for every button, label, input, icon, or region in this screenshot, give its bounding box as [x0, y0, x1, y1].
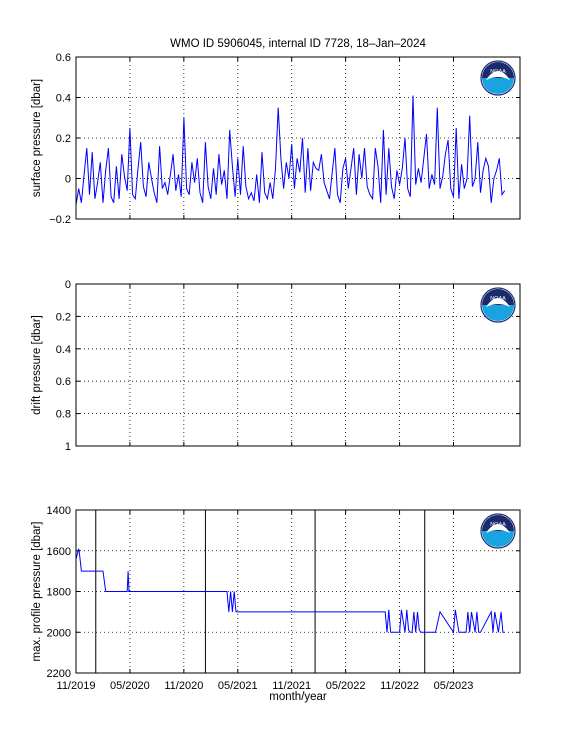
y-tick-label: 2200	[47, 668, 71, 680]
logo-text: NOAA	[490, 69, 506, 75]
noaa-logo: NOAA	[480, 60, 516, 96]
logo-gull	[486, 298, 510, 307]
y-tick-label: −0.2	[49, 214, 71, 226]
logo-sea	[482, 78, 514, 94]
y-tick-label: 2000	[47, 627, 71, 639]
y-axis-label: max. profile pressure [dbar]	[31, 522, 43, 662]
logo-text: NOAA	[490, 522, 506, 528]
x-tick-label: 05/2021	[218, 680, 258, 692]
series-line	[75, 95, 506, 205]
chart-title: WMO ID 5906045, internal ID 7728, 18–Jan…	[170, 38, 426, 50]
x-tick-label: 11/2022	[380, 680, 419, 692]
y-tick-label: 0.6	[56, 376, 71, 388]
x-tick-label: 11/2020	[164, 680, 203, 692]
y-axis-label: surface pressure [dbar]	[31, 79, 43, 197]
logo-gull	[486, 71, 510, 80]
y-tick-label: 1400	[47, 505, 71, 517]
logo-sky	[482, 515, 514, 531]
logo-sea	[482, 531, 514, 547]
noaa-logo: NOAA	[480, 287, 516, 323]
logo-sky	[482, 62, 514, 78]
x-tick-label: 05/2022	[326, 680, 366, 692]
y-tick-label: 1	[65, 441, 71, 453]
y-tick-label: 0	[65, 174, 71, 186]
x-tick-label: 11/2021	[272, 680, 311, 692]
logo-text: NOAA	[490, 296, 506, 302]
x-axis-label: month/year	[269, 691, 327, 703]
x-tick-label: 11/2019	[57, 680, 96, 692]
x-tick-label: 05/2020	[110, 680, 150, 692]
y-tick-label: 0.2	[56, 133, 71, 145]
y-tick-label: 0.2	[56, 311, 71, 323]
y-axis-label: drift pressure [dbar]	[31, 315, 43, 415]
noaa-logo: NOAA	[480, 513, 516, 549]
y-tick-label: 0.4	[56, 344, 71, 356]
panel-1: −0.2 0 0.2 0.4 0.6 surface pressure [dbar] NOA…	[31, 52, 521, 226]
y-tick-label: 0	[65, 279, 71, 291]
y-tick-label: 0.6	[56, 52, 71, 64]
y-tick-label: 0.8	[56, 409, 71, 421]
logo-gull	[486, 524, 510, 533]
y-tick-label: 1600	[47, 546, 71, 558]
logo-sky	[482, 289, 514, 305]
series-line	[75, 548, 505, 634]
panel-2: 0 0.2 0.4 0.6 0.8 1 drift pressure [dbar] NOAA	[31, 279, 521, 453]
x-tick-label: 05/2023	[434, 680, 474, 692]
y-tick-label: 1800	[47, 587, 71, 599]
logo-sea	[482, 305, 514, 321]
plot-frame	[75, 283, 521, 447]
y-tick-label: 0.4	[56, 93, 71, 105]
